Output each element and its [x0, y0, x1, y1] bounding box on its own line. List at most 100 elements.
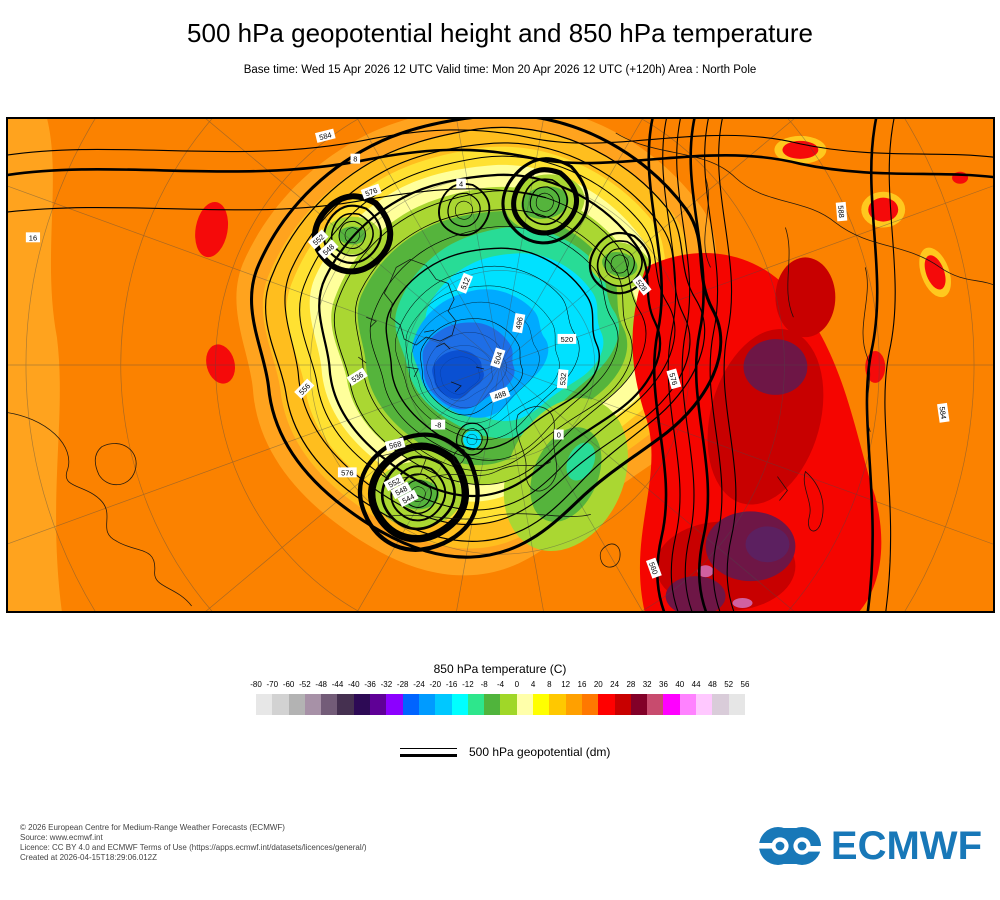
- contour-label: 584: [937, 402, 950, 423]
- contour-label: 520: [557, 333, 577, 344]
- longitude-line: [499, 118, 644, 366]
- colorbar-tick: -20: [429, 680, 442, 689]
- colorbar-tick: 28: [626, 680, 636, 689]
- colorbar-cell: [402, 694, 419, 715]
- svg-text:576: 576: [341, 468, 353, 477]
- colorbar-cell: [516, 694, 534, 715]
- svg-text:520: 520: [561, 335, 573, 344]
- longitude-line: [7, 364, 501, 545]
- temperature-legend-title: 850 hPa temperature (C): [433, 662, 567, 676]
- page-title: 500 hPa geopotential height and 850 hPa …: [187, 18, 813, 48]
- colorbar-tick: 44: [691, 680, 701, 689]
- colorbar-cell: [256, 694, 273, 715]
- jet-contour: [662, 118, 681, 612]
- contour-label: 496: [512, 313, 526, 334]
- colorbar-tick: -16: [445, 680, 458, 689]
- colorbar-cell: [598, 694, 615, 715]
- contour-label: 584: [314, 128, 336, 143]
- colorbar-cell: [451, 694, 468, 715]
- page-subtitle: Base time: Wed 15 Apr 2026 12 UTC Valid …: [243, 64, 757, 76]
- colorbar-tick: 4: [530, 680, 536, 689]
- colorbar-tick: -40: [348, 680, 360, 689]
- colorbar-cell: [353, 694, 371, 715]
- longitude-line: [499, 118, 544, 366]
- map-border: [7, 118, 994, 612]
- svg-text:532: 532: [558, 372, 568, 385]
- colorbar-tick: 40: [675, 680, 685, 689]
- svg-text:568: 568: [388, 439, 402, 451]
- colorbar-cell: [386, 694, 403, 715]
- longitude-line: [499, 118, 796, 366]
- jet-contour: [689, 118, 710, 612]
- svg-text:588: 588: [836, 205, 846, 218]
- latitude-circle: [25, 118, 975, 612]
- colorbar-cell: [484, 694, 501, 715]
- contour-label: 568: [384, 437, 406, 452]
- colorbar-cell: [533, 694, 550, 715]
- svg-text:0: 0: [557, 431, 561, 440]
- colorbar-tick: 8: [547, 680, 552, 689]
- contour-label: 560: [645, 557, 662, 579]
- footer-source: Source: www.ecmwf.int: [20, 833, 103, 842]
- footer-created-at: Created at 2026-04-15T18:29:06.012Z: [20, 853, 157, 862]
- coastlines: [7, 132, 994, 607]
- colorbar-cell: [728, 694, 745, 715]
- contour-label: 512: [456, 272, 474, 294]
- longitude-line: [499, 364, 994, 545]
- colorbar-cell: [712, 694, 729, 715]
- contour-label: 576: [360, 183, 382, 200]
- colorbar-tick: 52: [724, 680, 734, 689]
- colorbar-tick: 32: [642, 680, 652, 689]
- svg-text:504: 504: [492, 351, 504, 366]
- warm-region: [195, 135, 969, 612]
- contour-label: 488: [489, 386, 511, 403]
- longitude-line: [456, 118, 501, 366]
- colorbar-cell: [321, 694, 338, 715]
- longitude-line: [499, 185, 994, 366]
- colorbar-cell: [696, 694, 713, 715]
- jet-contour: [704, 118, 723, 612]
- colorbar-tick: 24: [610, 680, 620, 689]
- footer: © 2026 European Centre for Medium-Range …: [20, 823, 367, 863]
- svg-text:576: 576: [667, 372, 679, 386]
- contour-label: 16: [25, 232, 41, 242]
- contour-label: 532: [556, 369, 569, 389]
- contour-label: 0: [554, 429, 564, 440]
- contour-label: -8: [431, 419, 446, 430]
- footer-copyright: © 2026 European Centre for Medium-Range …: [20, 823, 285, 832]
- svg-text:512: 512: [459, 276, 472, 291]
- contour-label: 504: [490, 347, 506, 369]
- colorbar-tick: -48: [315, 680, 327, 689]
- temperature-legend-ticks: -80 -70 -60 -52 -48 -44 -40 -36 -32 -28 -24 -20 -16-…: [250, 680, 749, 690]
- geopotential-legend: 500 hPa geopotential (dm): [400, 745, 610, 759]
- colorbar-tick: -12: [462, 680, 474, 689]
- colorbar-cell: [679, 694, 697, 715]
- longitude-line: [456, 364, 501, 612]
- svg-text:560: 560: [647, 561, 660, 576]
- colorbar-cell: [304, 694, 322, 715]
- colorbar-tick: 12: [561, 680, 571, 689]
- svg-text:16: 16: [29, 233, 37, 242]
- colorbar-tick: -28: [396, 680, 409, 689]
- colorbar-tick: -80: [250, 680, 262, 689]
- longitude-line: [204, 118, 501, 366]
- colorbar-cell: [337, 694, 354, 715]
- longitude-line: [356, 364, 501, 612]
- colorbar-tick: -52: [299, 680, 311, 689]
- geopotential-legend-label: 500 hPa geopotential (dm): [469, 745, 611, 759]
- jet-contour: [718, 118, 737, 612]
- svg-text:584: 584: [318, 130, 332, 142]
- colorbar-tick: -44: [331, 680, 344, 689]
- colorbar-tick: -70: [266, 680, 279, 689]
- colorbar-cell: [581, 694, 599, 715]
- colorbar-tick: -60: [282, 680, 295, 689]
- colorbar-tick: 16: [577, 680, 587, 689]
- colorbar-cell: [370, 694, 387, 715]
- colorbar-tick: -36: [364, 680, 376, 689]
- svg-text:8: 8: [353, 155, 357, 164]
- longitude-line: [499, 364, 796, 612]
- weather-map: 584 8 4 576 16 552 548 512 496 520 504 488 536 556 0 -8…: [6, 117, 995, 613]
- temperature-colorbar: [256, 694, 745, 715]
